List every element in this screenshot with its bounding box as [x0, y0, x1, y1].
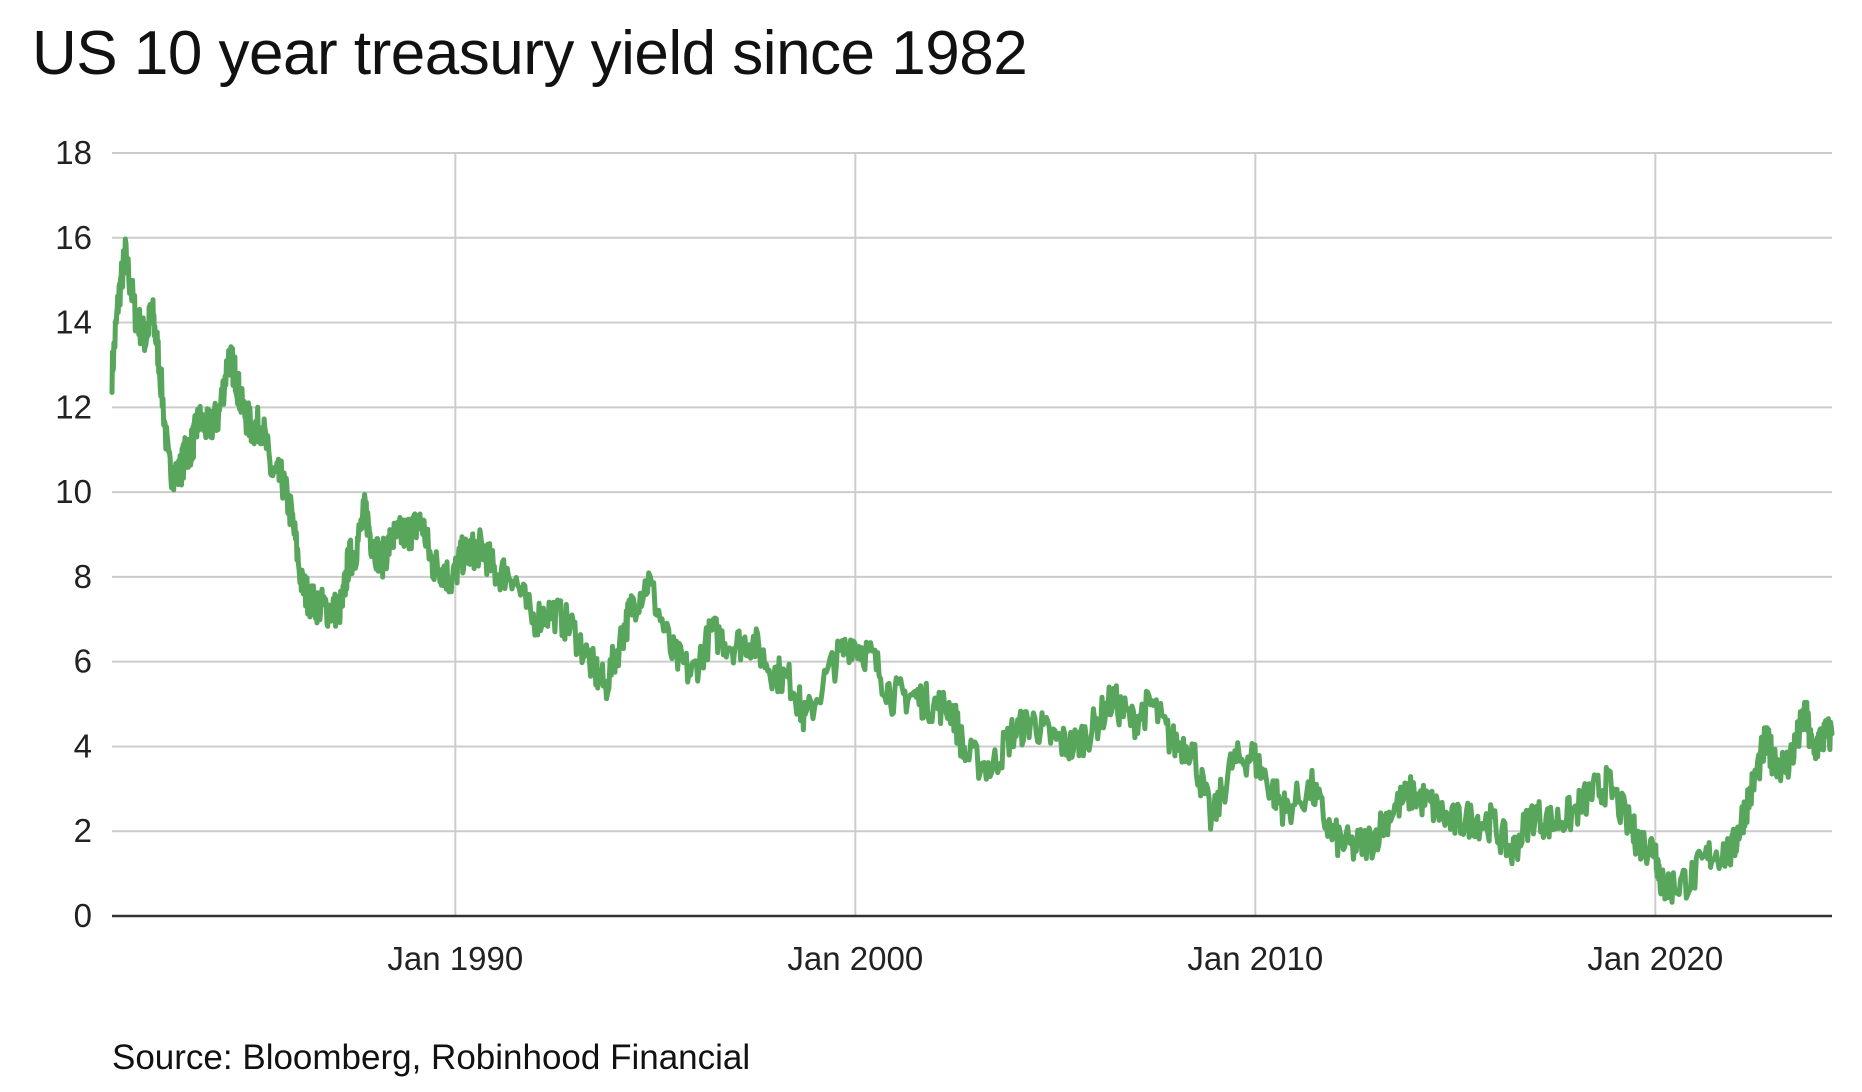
y-tick-label: 12 — [55, 388, 92, 425]
y-tick-label: 4 — [74, 727, 92, 764]
y-tick-label: 8 — [74, 558, 92, 595]
chart-title: US 10 year treasury yield since 1982 — [32, 19, 1028, 88]
x-tick-label: Jan 2000 — [787, 940, 923, 977]
y-tick-label: 0 — [74, 897, 92, 934]
y-tick-label: 6 — [74, 643, 92, 680]
x-axis-ticks: Jan 1990 Jan 2000 Jan 2010 Jan 2020 — [387, 940, 1723, 977]
series-layer — [109, 236, 1835, 905]
x-tick-label: Jan 1990 — [387, 940, 523, 977]
y-tick-label: 2 — [74, 812, 92, 849]
x-tick-label: Jan 2010 — [1187, 940, 1323, 977]
y-axis-ticks: 0 2 4 6 8 10 12 14 16 18 — [55, 134, 92, 934]
yield-series-line — [109, 236, 1835, 905]
y-tick-label: 16 — [55, 219, 92, 256]
y-tick-label: 10 — [55, 473, 92, 510]
x-tick-label: Jan 2020 — [1587, 940, 1723, 977]
y-tick-label: 18 — [55, 134, 92, 171]
source-note: Source: Bloomberg, Robinhood Financial — [112, 1038, 751, 1077]
y-tick-label: 14 — [55, 304, 92, 341]
